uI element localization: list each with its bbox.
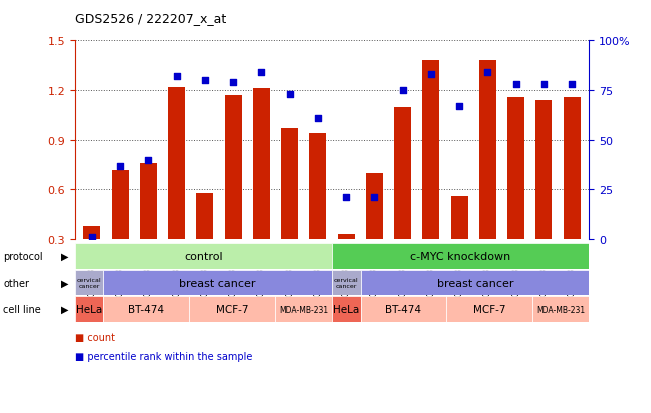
- Bar: [104, 297, 189, 322]
- Bar: [75, 270, 104, 296]
- Text: cell line: cell line: [3, 304, 41, 314]
- Text: MCF-7: MCF-7: [215, 304, 248, 314]
- Point: [312, 115, 323, 122]
- Bar: [361, 297, 447, 322]
- Bar: [104, 270, 332, 296]
- Point: [567, 82, 577, 88]
- Point: [228, 80, 238, 86]
- Text: ■ count: ■ count: [75, 332, 115, 342]
- Text: cervical
cancer: cervical cancer: [334, 278, 359, 288]
- Bar: [507, 97, 524, 289]
- Bar: [140, 164, 157, 289]
- Bar: [168, 88, 185, 289]
- Point: [171, 74, 182, 80]
- Point: [482, 70, 493, 76]
- Text: protocol: protocol: [3, 252, 43, 261]
- Point: [539, 82, 549, 88]
- Bar: [83, 226, 100, 289]
- Bar: [536, 101, 553, 289]
- Bar: [309, 134, 326, 289]
- Text: HeLa: HeLa: [333, 304, 359, 314]
- Text: MCF-7: MCF-7: [473, 304, 505, 314]
- Point: [341, 195, 352, 201]
- Text: ■ percentile rank within the sample: ■ percentile rank within the sample: [75, 351, 252, 361]
- Point: [510, 82, 521, 88]
- Text: BT-474: BT-474: [385, 304, 421, 314]
- Text: ▶: ▶: [61, 304, 68, 314]
- Point: [426, 72, 436, 78]
- Bar: [338, 235, 355, 289]
- Bar: [197, 193, 214, 289]
- Bar: [332, 244, 589, 269]
- Point: [369, 195, 380, 201]
- Bar: [366, 173, 383, 289]
- Bar: [275, 297, 332, 322]
- Bar: [253, 89, 270, 289]
- Point: [200, 78, 210, 84]
- Text: BT-474: BT-474: [128, 304, 164, 314]
- Text: control: control: [184, 252, 223, 261]
- Text: GDS2526 / 222207_x_at: GDS2526 / 222207_x_at: [75, 12, 226, 25]
- Bar: [75, 297, 104, 322]
- Text: other: other: [3, 278, 29, 288]
- Point: [256, 70, 266, 76]
- Point: [115, 163, 125, 169]
- Bar: [189, 297, 275, 322]
- Point: [87, 234, 97, 241]
- Bar: [450, 197, 467, 289]
- Bar: [111, 170, 128, 289]
- Bar: [281, 129, 298, 289]
- Text: ▶: ▶: [61, 252, 68, 261]
- Bar: [479, 61, 496, 289]
- Text: c-MYC knockdown: c-MYC knockdown: [411, 252, 510, 261]
- Bar: [225, 96, 242, 289]
- Bar: [75, 244, 332, 269]
- Text: MDA-MB-231: MDA-MB-231: [279, 305, 328, 314]
- Bar: [332, 297, 361, 322]
- Bar: [447, 297, 532, 322]
- Text: MDA-MB-231: MDA-MB-231: [536, 305, 585, 314]
- Bar: [422, 61, 439, 289]
- Point: [284, 92, 295, 98]
- Text: HeLa: HeLa: [76, 304, 102, 314]
- Point: [454, 103, 464, 110]
- Bar: [394, 107, 411, 289]
- Bar: [564, 97, 581, 289]
- Text: breast cancer: breast cancer: [180, 278, 256, 288]
- Text: ▶: ▶: [61, 278, 68, 288]
- Point: [398, 88, 408, 94]
- Bar: [361, 270, 589, 296]
- Text: cervical
cancer: cervical cancer: [77, 278, 102, 288]
- Bar: [532, 297, 589, 322]
- Point: [143, 157, 154, 164]
- Text: breast cancer: breast cancer: [437, 278, 513, 288]
- Bar: [332, 270, 361, 296]
